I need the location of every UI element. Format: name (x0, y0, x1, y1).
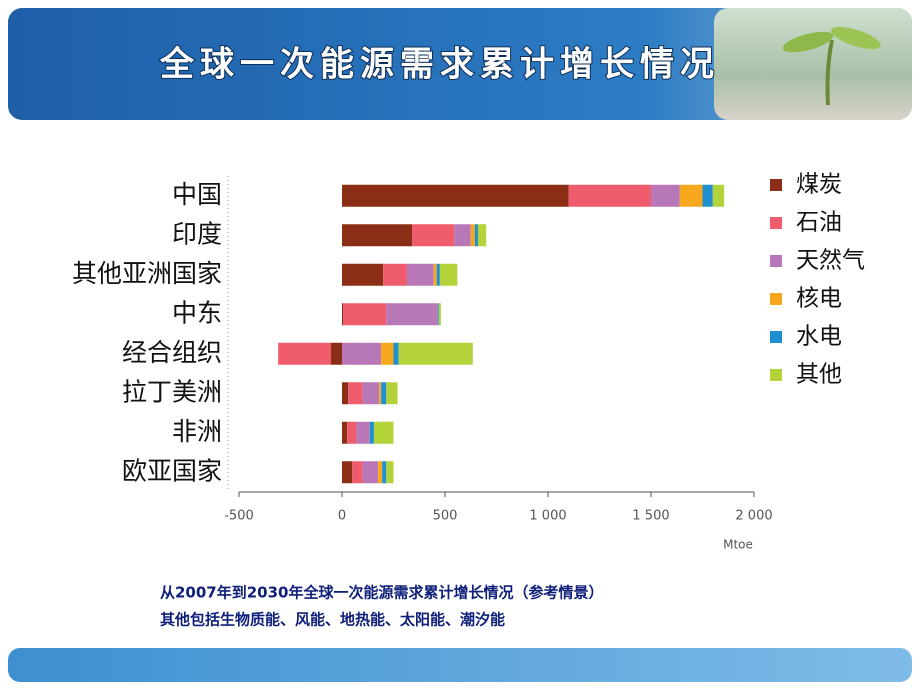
bar-segment (651, 184, 680, 207)
plant-leaf (831, 26, 881, 50)
bar-segment (398, 342, 473, 365)
footer-bar (8, 648, 912, 682)
legend-swatch (770, 369, 782, 381)
plant-leaf (782, 31, 834, 53)
y-tick-label: 印度 (172, 219, 222, 248)
bar-segment (568, 184, 651, 207)
bar-segment (474, 224, 478, 247)
bar-segment (369, 421, 374, 444)
bar-segment (438, 303, 441, 326)
bar-segment (477, 224, 487, 247)
x-axis-label: Mtoe (723, 538, 753, 552)
legend-label: 其他 (796, 362, 842, 388)
legend-swatch (770, 331, 782, 343)
x-tick-label: 0 (338, 509, 346, 524)
legend-label: 煤炭 (796, 172, 842, 198)
bar-segment (381, 382, 387, 405)
bar-segment (383, 263, 407, 286)
bar-segment (470, 224, 475, 247)
bar-segment (379, 382, 382, 405)
legend-label: 天然气 (796, 248, 865, 274)
bar-segment (386, 461, 394, 484)
bar-segment (342, 224, 413, 247)
bar-segment (362, 382, 380, 405)
bar-segment (342, 184, 569, 207)
x-tick-label: 1 000 (529, 509, 566, 524)
legend-swatch (770, 255, 782, 267)
bar-segment (342, 382, 349, 405)
y-tick-label: 非洲 (172, 417, 222, 446)
bar-segment (362, 461, 379, 484)
legend-swatch (770, 293, 782, 305)
y-tick-label: 经合组织 (122, 338, 222, 367)
bar-segment (342, 421, 348, 444)
bar-segment (356, 421, 370, 444)
bar-segment (352, 461, 363, 484)
footnote: 其他包括生物质能、风能、地热能、太阳能、潮汐能 (160, 611, 505, 629)
bar-segment (386, 303, 438, 326)
bar-segment (406, 263, 434, 286)
header-banner (8, 8, 912, 120)
x-tick-label: -500 (224, 509, 254, 524)
bar-segment (439, 263, 458, 286)
legend-label: 石油 (796, 210, 842, 236)
bar-segment (712, 184, 725, 207)
x-tick-label: 500 (433, 509, 458, 524)
y-tick-label: 其他亚洲国家 (72, 259, 222, 288)
bar-segment (381, 342, 394, 365)
bar-segment (342, 303, 344, 326)
y-tick-label: 中东 (172, 298, 222, 327)
legend-label: 核电 (796, 286, 842, 312)
bar-segment (373, 421, 394, 444)
bar-segment (347, 421, 357, 444)
y-tick-label: 中国 (172, 180, 222, 209)
bar-segment (348, 382, 363, 405)
legend-label: 水电 (796, 324, 842, 350)
bar-segment (343, 303, 387, 326)
bar-segment (330, 342, 342, 365)
header-image (714, 8, 912, 120)
bar-segment (702, 184, 713, 207)
bar-segment (433, 263, 437, 286)
bar-segment (378, 461, 383, 484)
footnote: 从2007年到2030年全球一次能源需求累计增长情况（参考情景） (160, 584, 604, 602)
bar-segment (436, 263, 440, 286)
bar-segment (342, 342, 382, 365)
bar-segment (342, 263, 384, 286)
bar-segment (342, 461, 353, 484)
x-tick-label: 2 000 (735, 509, 772, 524)
x-tick-label: 1 500 (632, 509, 669, 524)
bar-segment (278, 342, 331, 365)
bar-segment (679, 184, 703, 207)
y-tick-label: 欧亚国家 (122, 456, 222, 485)
legend-swatch (770, 179, 782, 191)
bar-segment (382, 461, 387, 484)
bar-segment (454, 224, 471, 247)
bar-segment (437, 303, 439, 326)
plant-stem (825, 39, 834, 106)
legend-swatch (770, 217, 782, 229)
bar-segment (393, 342, 399, 365)
bar-segment (412, 224, 455, 247)
bar-segment (386, 382, 398, 405)
slide-title: 全球一次能源需求累计增长情况 (159, 45, 720, 85)
y-tick-label: 拉丁美洲 (122, 377, 222, 406)
